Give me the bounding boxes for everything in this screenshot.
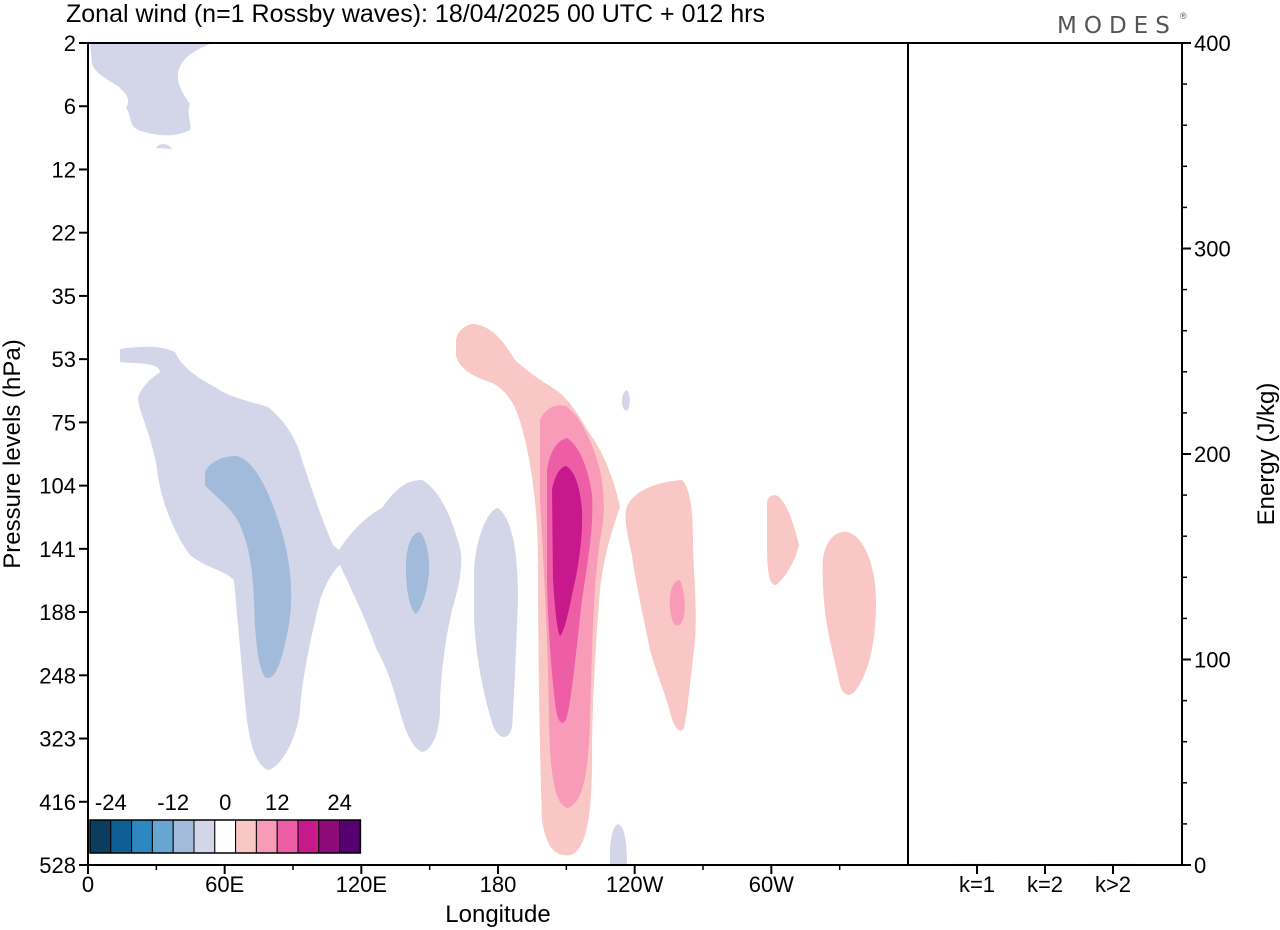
chart-title: Zonal wind (n=1 Rossby waves): 18/04/202… — [66, 0, 765, 28]
registered-mark-icon: ® — [1180, 11, 1187, 21]
colorbar-label: -24 — [95, 790, 127, 815]
energy-bar — [955, 863, 999, 865]
colorbar-swatch — [110, 819, 133, 854]
y-tick-label: 35 — [52, 284, 76, 309]
energy-bars: k=1 k=2 k>2 — [955, 863, 1135, 897]
contour-negative-dot — [156, 143, 172, 149]
contour-positive-c — [767, 495, 799, 586]
colorbar-frame — [89, 819, 362, 854]
colorbar-swatch — [151, 819, 174, 854]
contour-negative-speck — [622, 390, 630, 411]
y-tick-label: 528 — [39, 853, 76, 878]
y-tick-label: 323 — [39, 727, 76, 752]
colorbar-label: 24 — [327, 790, 351, 815]
colorbar-swatch — [255, 819, 278, 854]
contour-positive-core — [552, 466, 583, 636]
contour-negative-upper — [90, 43, 212, 136]
y-tick-label: 53 — [52, 347, 76, 372]
y-tick-label: 22 — [52, 221, 76, 246]
colorbar-swatch — [214, 819, 237, 854]
y-tick-label: 12 — [52, 157, 76, 182]
energy-tick-label: 200 — [1194, 442, 1231, 467]
x-axis-label: Longitude — [445, 901, 550, 928]
energy-category-label: k=1 — [959, 872, 995, 897]
y-tick-label: 104 — [39, 474, 76, 499]
contour-negative-narrow — [474, 508, 518, 737]
contour-positive-b — [625, 480, 696, 731]
contour-negative-bottom — [609, 824, 627, 865]
energy-tick-label: 100 — [1194, 648, 1231, 673]
contour-negative-core-a — [205, 456, 292, 679]
colorbar-swatch — [89, 819, 112, 854]
x-tick-label: 60W — [749, 872, 794, 897]
colorbar-swatch — [297, 819, 320, 854]
energy-bar — [1091, 863, 1135, 865]
colorbar-swatch — [172, 819, 195, 854]
y-tick-label: 141 — [39, 537, 76, 562]
y-tick-label: 416 — [39, 790, 76, 815]
colorbar-label: -12 — [157, 790, 189, 815]
colorbar-label: 0 — [219, 790, 231, 815]
colorbar: -24 -12 0 12 24 — [89, 790, 362, 854]
y-tick-label: 188 — [39, 600, 76, 625]
energy-bar — [1023, 864, 1067, 866]
x-tick-label: 180 — [480, 872, 517, 897]
colorbar-swatch — [235, 819, 257, 854]
x-tick-label: 120W — [606, 872, 664, 897]
contour-negative-main-a — [120, 346, 462, 770]
colorbar-swatch — [131, 819, 153, 854]
colorbar-swatch — [318, 819, 341, 854]
y-tick-label: 75 — [52, 410, 76, 435]
y-tick-label: 2 — [64, 31, 76, 56]
energy-category-label: k>2 — [1095, 872, 1131, 897]
colorbar-swatch — [276, 819, 299, 854]
contour-field — [90, 43, 876, 865]
contour-negative-core-b — [406, 532, 430, 614]
x-tick-label: 60E — [205, 872, 244, 897]
modes-logo: MODES — [1057, 13, 1177, 39]
contour-positive-small — [669, 580, 685, 626]
colorbar-label: 12 — [265, 790, 289, 815]
energy-axis-label: Energy (J/kg) — [1253, 383, 1280, 526]
colorbar-swatch — [339, 819, 361, 854]
colorbar-swatch — [193, 819, 216, 854]
x-tick-label: 120E — [336, 872, 387, 897]
energy-tick-label: 300 — [1194, 237, 1231, 262]
energy-panel-frame — [907, 42, 1183, 866]
contour-positive-d — [822, 531, 876, 695]
y-axis-label: Pressure levels (hPa) — [0, 339, 26, 568]
energy-tick-label: 0 — [1194, 853, 1206, 878]
x-tick-label: 0 — [82, 872, 94, 897]
energy-category-label: k=2 — [1027, 872, 1063, 897]
y-tick-label: 248 — [39, 663, 76, 688]
axis-ticks: 0 60E 120E 180 120W 60W 2 6 12 22 35 53 75 104 141 188 2… — [39, 31, 1230, 897]
y-tick-label: 6 — [64, 94, 76, 119]
energy-tick-label: 400 — [1194, 31, 1231, 56]
